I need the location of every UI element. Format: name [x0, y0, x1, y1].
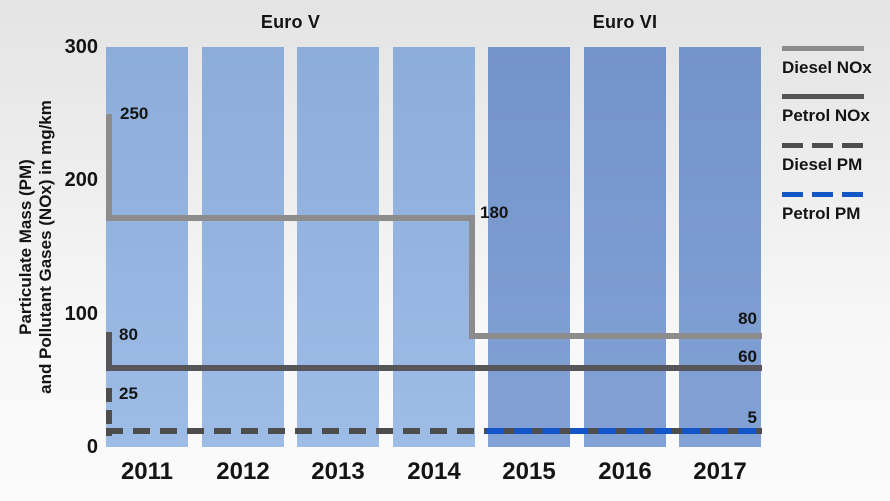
- petrol-nox-line-drop-80-60: [106, 332, 112, 371]
- petrol-pm-line-5-euro-vi: [486, 428, 762, 434]
- x-axis-label-2015: 2015: [502, 458, 556, 485]
- annotation-diesel-nox-180: 180: [480, 203, 509, 222]
- x-axis-label-2013: 2013: [311, 458, 365, 485]
- era-label-euro-v: Euro V: [260, 12, 321, 32]
- bar-2015: [488, 47, 570, 447]
- y-axis-tick-0: 0: [86, 436, 98, 458]
- y-axis-tick-200: 200: [64, 169, 98, 191]
- legend-label-diesel-pm: Diesel PM: [782, 155, 863, 174]
- era-label-euro-vi: Euro VI: [592, 12, 658, 32]
- bar-2017: [679, 47, 761, 447]
- diesel-nox-line-swatch-icon: [782, 46, 864, 51]
- bar-2014: [393, 47, 475, 447]
- x-axis-label-2012: 2012: [216, 458, 270, 485]
- legend-label-diesel-nox: Diesel NOx: [782, 58, 872, 77]
- x-axis-label-2011: 2011: [120, 458, 174, 485]
- annotation-pm-5: 5: [747, 408, 757, 427]
- diesel-pm-dashed-swatch-icon: [782, 143, 864, 148]
- y-axis-tick-100: 100: [64, 303, 98, 325]
- annotation-diesel-nox-250: 250: [120, 104, 149, 123]
- diesel-pm-line-drop-25-5: [106, 388, 112, 436]
- x-axis-label-2016: 2016: [598, 458, 652, 485]
- x-axis-label-2017: 2017: [693, 458, 747, 485]
- diesel-nox-line-drop-180-80: [469, 215, 475, 339]
- petrol-nox-line-60: [106, 365, 762, 371]
- petrol-nox-line-swatch-icon: [782, 94, 864, 99]
- y-axis-title-line1: Particulate Mass (PM): [16, 159, 35, 335]
- annotation-diesel-nox-80: 80: [738, 309, 757, 328]
- annotation-diesel-pm-25: 25: [119, 384, 138, 403]
- y-axis-title: Particulate Mass (PM) and Pollutant Gase…: [16, 77, 58, 417]
- petrol-pm-dashed-swatch-icon: [782, 192, 864, 197]
- diesel-pm-line-5: [106, 428, 486, 434]
- diesel-nox-line-euro-vi-80: [469, 333, 762, 339]
- bar-2012: [202, 47, 284, 447]
- bar-2013: [297, 47, 379, 447]
- annotation-petrol-nox-80: 80: [119, 325, 138, 344]
- bar-2011: [106, 47, 188, 447]
- bar-2016: [584, 47, 666, 447]
- legend-label-petrol-nox: Petrol NOx: [782, 106, 870, 125]
- legend-label-petrol-pm: Petrol PM: [782, 204, 861, 223]
- diesel-nox-line-drop-250-180: [106, 114, 112, 221]
- y-axis-tick-300: 300: [64, 36, 98, 58]
- annotation-petrol-nox-60: 60: [738, 347, 757, 366]
- x-axis-label-2014: 2014: [407, 458, 461, 485]
- diesel-nox-line-euro-v-180: [106, 215, 475, 221]
- y-axis-title-line2: and Pollutant Gases (NOx) in mg/km: [36, 100, 55, 394]
